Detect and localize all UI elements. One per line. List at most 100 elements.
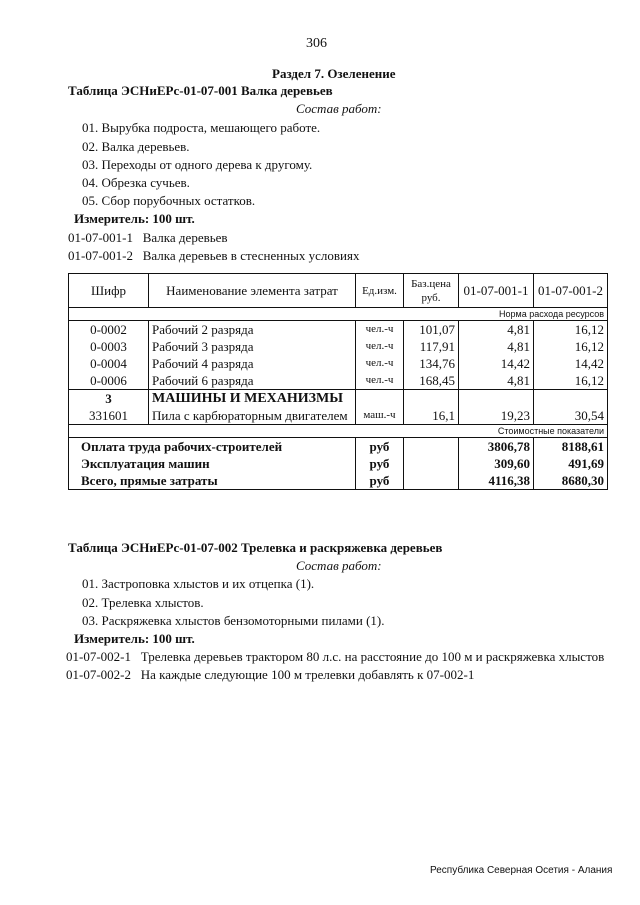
table-cell: 01-07-002-1 xyxy=(66,649,131,664)
code-line: 01-07-001-1 Валка деревьев xyxy=(68,230,228,246)
table-cell xyxy=(458,389,534,407)
table-cell: чел.-ч xyxy=(355,355,404,372)
table-cell: 4,81 xyxy=(458,338,534,355)
work-item: 02. Трелевка хлыстов. xyxy=(82,595,204,610)
table-cell: 14,42 xyxy=(533,355,608,372)
table-cell: 16,1 xyxy=(403,407,459,425)
section-title: Раздел 7. Озеленение xyxy=(272,66,396,81)
table-cell: Ед.изм. xyxy=(355,273,404,308)
table-cell: 16,12 xyxy=(533,320,608,338)
table-cell: 01-07-001-2 xyxy=(68,248,133,263)
table-cell: Оплата труда рабочих-строителей xyxy=(68,437,356,455)
table-cell: 4,81 xyxy=(458,320,534,338)
table-cell: чел.-ч xyxy=(355,320,404,338)
table-cell: Наименование элемента затрат xyxy=(148,273,356,308)
table-cell: 309,60 xyxy=(458,455,534,472)
table-cell: 101,07 xyxy=(403,320,459,338)
table-cell: 16,12 xyxy=(533,338,608,355)
table-cell: 19,23 xyxy=(458,407,534,425)
footer-region: Республика Северная Осетия - Алания xyxy=(430,865,613,876)
table2-title: Таблица ЭСНиЕРс-01-07-002 Трелевка и рас… xyxy=(68,540,443,555)
table-cell: Рабочий 4 разряда xyxy=(148,355,356,372)
resource-table: Шифр Наименование элемента затрат Ед.изм… xyxy=(68,273,608,490)
table-cell: Пила с карбюраторным двигателем xyxy=(148,407,356,425)
table-cell: 0-0004 xyxy=(68,355,149,372)
table-cell: Норма расхода ресурсов xyxy=(68,307,608,321)
table-cell: 01-07-001-1 xyxy=(458,273,534,308)
table-cell: На каждые следующие 100 м трелевки добав… xyxy=(140,667,475,682)
table-cell: Шифр xyxy=(68,273,149,308)
table-cell: 491,69 xyxy=(533,455,608,472)
total-row: Всего, прямые затраты руб 4116,38 8680,30 xyxy=(68,472,608,490)
table-row: 0-0002 Рабочий 2 разряда чел.-ч 101,07 4,81 1… xyxy=(68,320,608,338)
work-item: 03. Переходы от одного дерева к другому. xyxy=(82,157,313,172)
table-cell: 0-0003 xyxy=(68,338,149,355)
table-cell: 8680,30 xyxy=(533,472,608,490)
table-cell: Эксплуатация машин xyxy=(68,455,356,472)
table-cell: 30,54 xyxy=(533,407,608,425)
table-cell xyxy=(403,455,459,472)
table-cell: МАШИНЫ И МЕХАНИЗМЫ xyxy=(148,389,356,407)
table-row: 0-0006 Рабочий 6 разряда чел.-ч 168,45 4,81 1… xyxy=(68,372,608,390)
table-cell xyxy=(403,389,459,407)
code-line: 01-07-002-1 Трелевка деревьев трактором … xyxy=(66,649,604,665)
norm-label: Норма расхода ресурсов xyxy=(68,307,608,321)
table-cell xyxy=(355,389,404,407)
table-cell: Стоимостные показатели xyxy=(68,424,608,438)
table-cell: 0-0006 xyxy=(68,372,149,390)
table-cell: 134,76 xyxy=(403,355,459,372)
table-cell xyxy=(403,472,459,490)
table-cell: 01-07-001-2 xyxy=(533,273,608,308)
table-cell: Рабочий 6 разряда xyxy=(148,372,356,390)
table-cell: маш.-ч xyxy=(355,407,404,425)
table-cell: руб xyxy=(355,455,404,472)
work-item: 01. Вырубка подроста, мешающего работе. xyxy=(82,120,321,135)
machines-header-row: 3 МАШИНЫ И МЕХАНИЗМЫ xyxy=(68,389,608,407)
table-row: 0-0004 Рабочий 4 разряда чел.-ч 134,76 14,42… xyxy=(68,355,608,372)
table-cell: 4116,38 xyxy=(458,472,534,490)
work-item: 04. Обрезка сучьев. xyxy=(82,175,190,190)
table-cell: 01-07-002-2 xyxy=(66,667,131,682)
table-cell: Баз.цена руб. xyxy=(403,273,459,308)
table2-works-heading: Состав работ: xyxy=(296,558,382,573)
table-cell: Валка деревьев xyxy=(142,230,228,245)
table-cell: Рабочий 2 разряда xyxy=(148,320,356,338)
table-cell: Трелевка деревьев трактором 80 л.с. на р… xyxy=(140,649,605,664)
code-line: 01-07-001-2 Валка деревьев в стесненных … xyxy=(68,248,359,264)
table-cell: 0-0002 xyxy=(68,320,149,338)
table-cell: чел.-ч xyxy=(355,338,404,355)
table-cell: Рабочий 3 разряда xyxy=(148,338,356,355)
table-cell: 117,91 xyxy=(403,338,459,355)
table-cell: чел.-ч xyxy=(355,372,404,390)
table-cell xyxy=(403,437,459,455)
table2-meter: Измеритель: 100 шт. xyxy=(74,631,195,646)
work-item: 02. Валка деревьев. xyxy=(82,139,190,154)
table-cell: 168,45 xyxy=(403,372,459,390)
table-cell: 14,42 xyxy=(458,355,534,372)
table-cell: руб xyxy=(355,437,404,455)
table-row: 331601 Пила с карбюраторным двигателем маш… xyxy=(68,407,608,425)
table-cell: 01-07-001-1 xyxy=(68,230,133,245)
table-cell xyxy=(533,389,608,407)
total-row: Эксплуатация машин руб 309,60 491,69 xyxy=(68,455,608,472)
table1-meter: Измеритель: 100 шт. xyxy=(74,211,195,226)
table-cell: 3806,78 xyxy=(458,437,534,455)
code-line: 01-07-002-2 На каждые следующие 100 м тр… xyxy=(66,667,474,683)
table-cell: Всего, прямые затраты xyxy=(68,472,356,490)
table-cell: 4,81 xyxy=(458,372,534,390)
work-item: 05. Сбор порубочных остатков. xyxy=(82,193,256,208)
table-cell: 3 xyxy=(68,389,149,407)
table-header-row: Шифр Наименование элемента затрат Ед.изм… xyxy=(68,273,608,308)
page-number: 306 xyxy=(306,36,327,51)
work-item: 03. Раскряжевка хлыстов бензомоторными п… xyxy=(82,613,385,628)
work-item: 01. Застроповка хлыстов и их отцепка (1)… xyxy=(82,576,315,591)
table-cell: 16,12 xyxy=(533,372,608,390)
table-row: 0-0003 Рабочий 3 разряда чел.-ч 117,91 4,81 1… xyxy=(68,338,608,355)
table1-works-heading: Состав работ: xyxy=(296,101,382,116)
table-cell: 331601 xyxy=(68,407,149,425)
table-cell: руб xyxy=(355,472,404,490)
total-row: Оплата труда рабочих-строителей руб 3806,7… xyxy=(68,437,608,455)
table1-title: Таблица ЭСНиЕРс-01-07-001 Валка деревьев xyxy=(68,83,333,98)
table-cell: 8188,61 xyxy=(533,437,608,455)
